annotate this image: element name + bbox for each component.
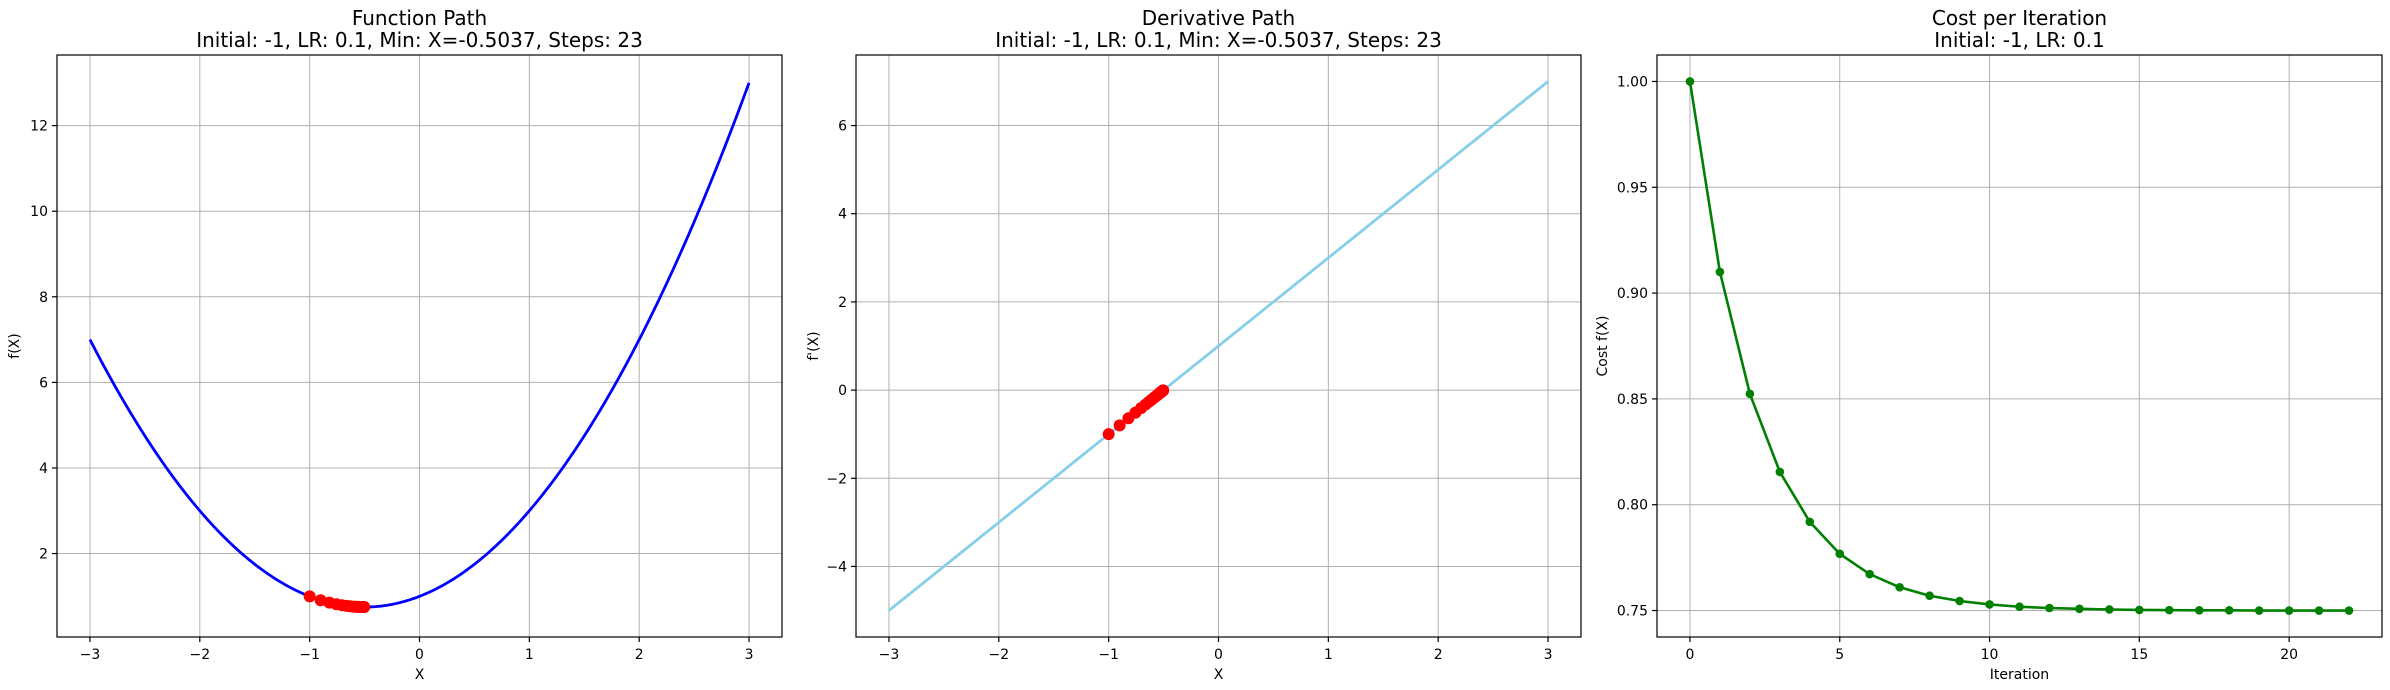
x-tick-label: −3 [879, 647, 900, 663]
y-tick-label: 6 [838, 119, 847, 135]
y-tick-label: 1.00 [1617, 74, 1648, 90]
data-point [2344, 606, 2354, 615]
y-axis-label: f'(X) [806, 331, 822, 360]
x-tick-label: 0 [1214, 647, 1223, 663]
x-tick-label: −2 [988, 647, 1009, 663]
x-tick-label: 20 [2280, 647, 2298, 663]
data-point [1157, 384, 1170, 397]
y-tick-label: 10 [30, 204, 48, 220]
y-tick-label: −4 [826, 559, 847, 575]
data-point [1745, 389, 1755, 399]
x-tick-label: 1 [525, 647, 534, 663]
series-curve-line [88, 82, 751, 609]
x-tick-label: −1 [299, 647, 320, 663]
data-point [2105, 605, 2114, 614]
data-point [2015, 602, 2024, 612]
chart-subtitle: Initial: -1, LR: 0.1 [1934, 28, 2104, 52]
data-point [2075, 604, 2084, 614]
chart-title: Derivative Path [1142, 6, 1295, 30]
data-point [1113, 419, 1126, 432]
x-tick-label: −2 [189, 647, 210, 663]
data-point [2314, 606, 2324, 615]
y-tick-label: 4 [39, 461, 48, 477]
x-tick-label: 1 [1324, 647, 1333, 663]
data-point [1715, 267, 1725, 277]
y-tick-label: 4 [838, 207, 847, 223]
chart-subtitle: Initial: -1, LR: 0.1, Min: X=-0.5037, St… [995, 28, 1442, 52]
y-tick-label: −2 [826, 471, 847, 487]
y-tick-label: 8 [39, 290, 48, 306]
x-tick-label: 2 [635, 647, 644, 663]
chart-subtitle: Initial: -1, LR: 0.1, Min: X=-0.5037, St… [196, 28, 643, 52]
y-tick-label: 2 [39, 547, 48, 563]
axes-frame [1656, 54, 2383, 638]
x-axis-label: X [415, 667, 425, 683]
axes-frame [56, 54, 783, 638]
x-axis-label: Iteration [1990, 667, 2049, 683]
data-point [1102, 428, 1115, 441]
data-point [1925, 591, 1934, 601]
data-point [2135, 605, 2144, 615]
data-point [1685, 77, 1695, 86]
y-tick-label: 12 [30, 119, 48, 135]
y-tick-label: 6 [39, 375, 48, 391]
data-point [358, 601, 371, 614]
y-axis-label: Cost f(X) [1595, 315, 1611, 376]
data-point [1805, 517, 1815, 527]
data-point [1955, 596, 1964, 606]
series-curve-line [888, 80, 1549, 612]
plot-area [888, 80, 1549, 612]
x-tick-label: 15 [2130, 647, 2148, 663]
y-tick-label: 0.90 [1617, 286, 1648, 302]
plot-area [88, 82, 751, 614]
data-point [2284, 606, 2294, 615]
x-axis-label: X [1214, 667, 1224, 683]
x-tick-label: 0 [415, 647, 424, 663]
y-tick-label: 0 [838, 383, 847, 399]
data-point [1775, 467, 1785, 477]
y-axis-label: f(X) [7, 333, 23, 358]
x-tick-label: 0 [1685, 647, 1694, 663]
x-tick-label: 3 [745, 647, 754, 663]
axes-frame [855, 54, 1582, 638]
data-point [1985, 600, 1994, 609]
data-point [2045, 603, 2054, 613]
y-tick-label: 0.95 [1617, 180, 1648, 196]
data-point [2254, 606, 2264, 615]
x-tick-label: −3 [80, 647, 101, 663]
y-tick-label: 0.80 [1617, 498, 1648, 514]
y-tick-label: 0.85 [1617, 392, 1648, 408]
data-point [2224, 606, 2234, 615]
data-point [303, 590, 316, 603]
data-point [2194, 606, 2204, 615]
x-tick-label: 5 [1835, 647, 1844, 663]
cost-series-line [1688, 81, 2350, 612]
chart-panel-2: −3 −2 −1 0 1 2 3 −4 −2 0 2 4 6 Derivative PathInitial… [806, 6, 1582, 683]
x-tick-label: 2 [1434, 647, 1443, 663]
y-tick-label: 2 [838, 295, 847, 311]
x-tick-label: −1 [1098, 647, 1119, 663]
y-tick-label: 0.75 [1617, 604, 1648, 620]
plot-area [1685, 77, 2354, 615]
data-point [1835, 549, 1845, 559]
chart-panel-3: 0 5 10 15 20 0.75 0.80 0.85 0.90 0.95 1.00 Cost per… [1595, 6, 2383, 683]
chart-title: Function Path [352, 6, 487, 30]
data-point [1895, 582, 1904, 592]
chart-title: Cost per Iteration [1932, 6, 2107, 30]
x-tick-label: 10 [1981, 647, 1999, 663]
x-tick-label: 3 [1544, 647, 1553, 663]
data-point [2164, 605, 2174, 615]
data-point [1865, 569, 1875, 579]
